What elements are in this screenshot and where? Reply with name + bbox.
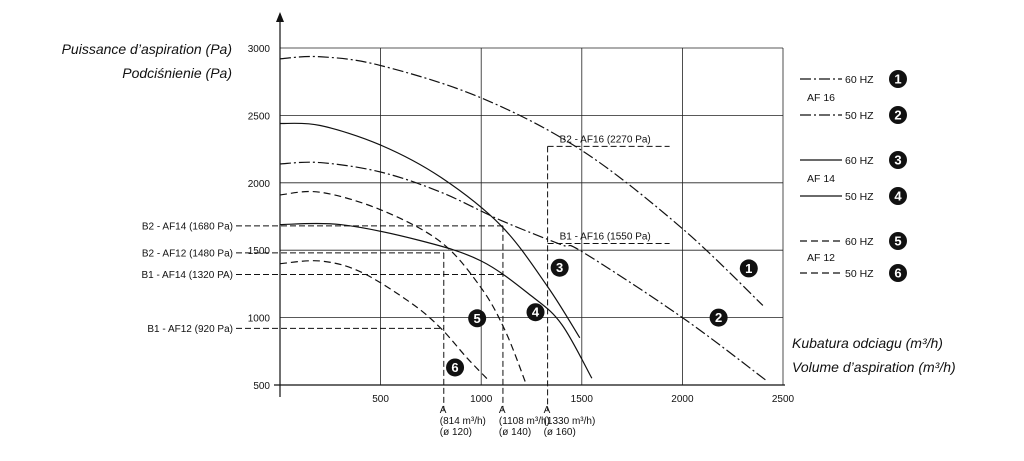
badge-circle — [526, 303, 545, 322]
badge-number: 6 — [451, 360, 458, 375]
curve-badge-2: 2 — [709, 308, 728, 327]
reference-label: B2 - AF16 (2270 Pa) — [560, 134, 651, 145]
legend-group-label: AF 12 — [807, 252, 835, 264]
y-axis-arrow — [276, 12, 284, 22]
legend-badge-3: 3 — [889, 151, 907, 169]
axes — [274, 12, 785, 397]
x-tick-label: 1000 — [470, 394, 493, 405]
badge-circle — [468, 309, 487, 328]
badge-circle — [889, 187, 907, 205]
reference-label: B1 - AF14 (1320 PA) — [141, 270, 233, 281]
series-lines — [279, 55, 768, 383]
legend-group-label: AF 14 — [807, 173, 835, 185]
reference-lines: B2 - AF14 (1680 Pa) B2 - AF12 (1480 Pa) B1… — [141, 134, 670, 438]
y-tick-label: 500 — [253, 381, 270, 392]
series-line-2 — [279, 161, 768, 382]
badge-number: 5 — [894, 234, 901, 249]
marker-label: A — [499, 405, 506, 416]
legend-badge-5: 5 — [889, 232, 907, 250]
marker-label: (ø 120) — [440, 427, 472, 438]
badge-number: 2 — [894, 108, 901, 123]
legend-badge-4: 4 — [889, 187, 907, 205]
reference-label: B1 - AF12 (920 Pa) — [147, 324, 233, 335]
grid — [280, 47, 784, 386]
badge-circle — [709, 308, 728, 327]
badge-circle — [446, 358, 465, 377]
curve-badge-6: 6 — [446, 358, 465, 377]
y-tick-label: 1000 — [248, 314, 271, 325]
badge-circle — [889, 232, 907, 250]
series-line-1 — [279, 55, 764, 306]
y-tick-label: 1500 — [248, 246, 271, 257]
legend-group-label: AF 16 — [807, 92, 835, 104]
badge-number: 6 — [894, 266, 901, 281]
badge-number: 1 — [745, 261, 752, 276]
x-axis-title-line-2: Volume d’aspiration (m³/h) — [792, 359, 956, 375]
badge-number: 2 — [715, 310, 722, 325]
y-axis-title-line-1: Puissance d’aspiration (Pa) — [62, 41, 232, 57]
badge-circle — [550, 258, 569, 277]
legend-frequency: 50 HZ — [845, 191, 874, 203]
curve-badge-5: 5 — [468, 309, 487, 328]
marker-label: (1330 m³/h) — [544, 416, 596, 427]
tick-labels: 500 1000 1500 2000 2500 500 1000 1500 2000 2500 30… — [248, 44, 795, 405]
marker-label: (814 m³/h) — [440, 416, 486, 427]
y-tick-label: 2500 — [248, 111, 271, 122]
badge-number: 4 — [532, 305, 540, 320]
legend: 60 HZ 1 50 HZ 2 AF 16 60 HZ 3 50 HZ 4 AF 14 60 HZ 5… — [800, 70, 907, 282]
badge-number: 5 — [474, 311, 481, 326]
badge-number: 1 — [894, 72, 901, 87]
legend-badge-6: 6 — [889, 264, 907, 282]
legend-frequency: 50 HZ — [845, 110, 874, 122]
x-tick-label: 2500 — [772, 394, 795, 405]
legend-badge-1: 1 — [889, 70, 907, 88]
marker-label: A — [440, 405, 447, 416]
y-axis-title-line-2: Podciśnienie (Pa) — [122, 65, 232, 81]
marker-label: (ø 160) — [544, 427, 576, 438]
y-tick-label: 2000 — [248, 179, 271, 190]
series-line-4 — [279, 222, 593, 379]
x-tick-label: 1500 — [571, 394, 594, 405]
badge-number: 4 — [894, 189, 902, 204]
x-axis-title-line-1: Kubatura odciagu (m³/h) — [792, 335, 943, 351]
badge-circle — [739, 259, 758, 278]
legend-frequency: 60 HZ — [845, 155, 874, 167]
reference-label: B2 - AF12 (1480 Pa) — [142, 248, 233, 259]
curve-badge-3: 3 — [550, 258, 569, 277]
legend-frequency: 50 HZ — [845, 268, 874, 280]
x-tick-label: 2000 — [671, 394, 694, 405]
badge-circle — [889, 106, 907, 124]
badge-circle — [889, 151, 907, 169]
marker-label: (ø 140) — [499, 427, 531, 438]
series-line-6 — [279, 260, 490, 382]
badge-number: 3 — [556, 260, 563, 275]
curve-badges: 1 2 3 4 5 6 — [446, 258, 758, 377]
series-line-3 — [279, 122, 581, 339]
reference-label: B2 - AF14 (1680 Pa) — [142, 221, 233, 232]
marker-label: (1108 m³/h) — [499, 416, 550, 427]
legend-frequency: 60 HZ — [845, 74, 874, 86]
legend-frequency: 60 HZ — [845, 236, 874, 248]
badge-circle — [889, 70, 907, 88]
badge-circle — [889, 264, 907, 282]
x-tick-label: 500 — [372, 394, 389, 405]
series-line-5 — [279, 190, 527, 383]
curve-badge-4: 4 — [526, 303, 545, 322]
reference-label: B1 - AF16 (1550 Pa) — [560, 231, 651, 242]
marker-label: A — [544, 405, 551, 416]
curve-badge-1: 1 — [739, 259, 758, 278]
legend-badge-2: 2 — [889, 106, 907, 124]
badge-number: 3 — [894, 153, 901, 168]
y-tick-label: 3000 — [248, 44, 271, 55]
